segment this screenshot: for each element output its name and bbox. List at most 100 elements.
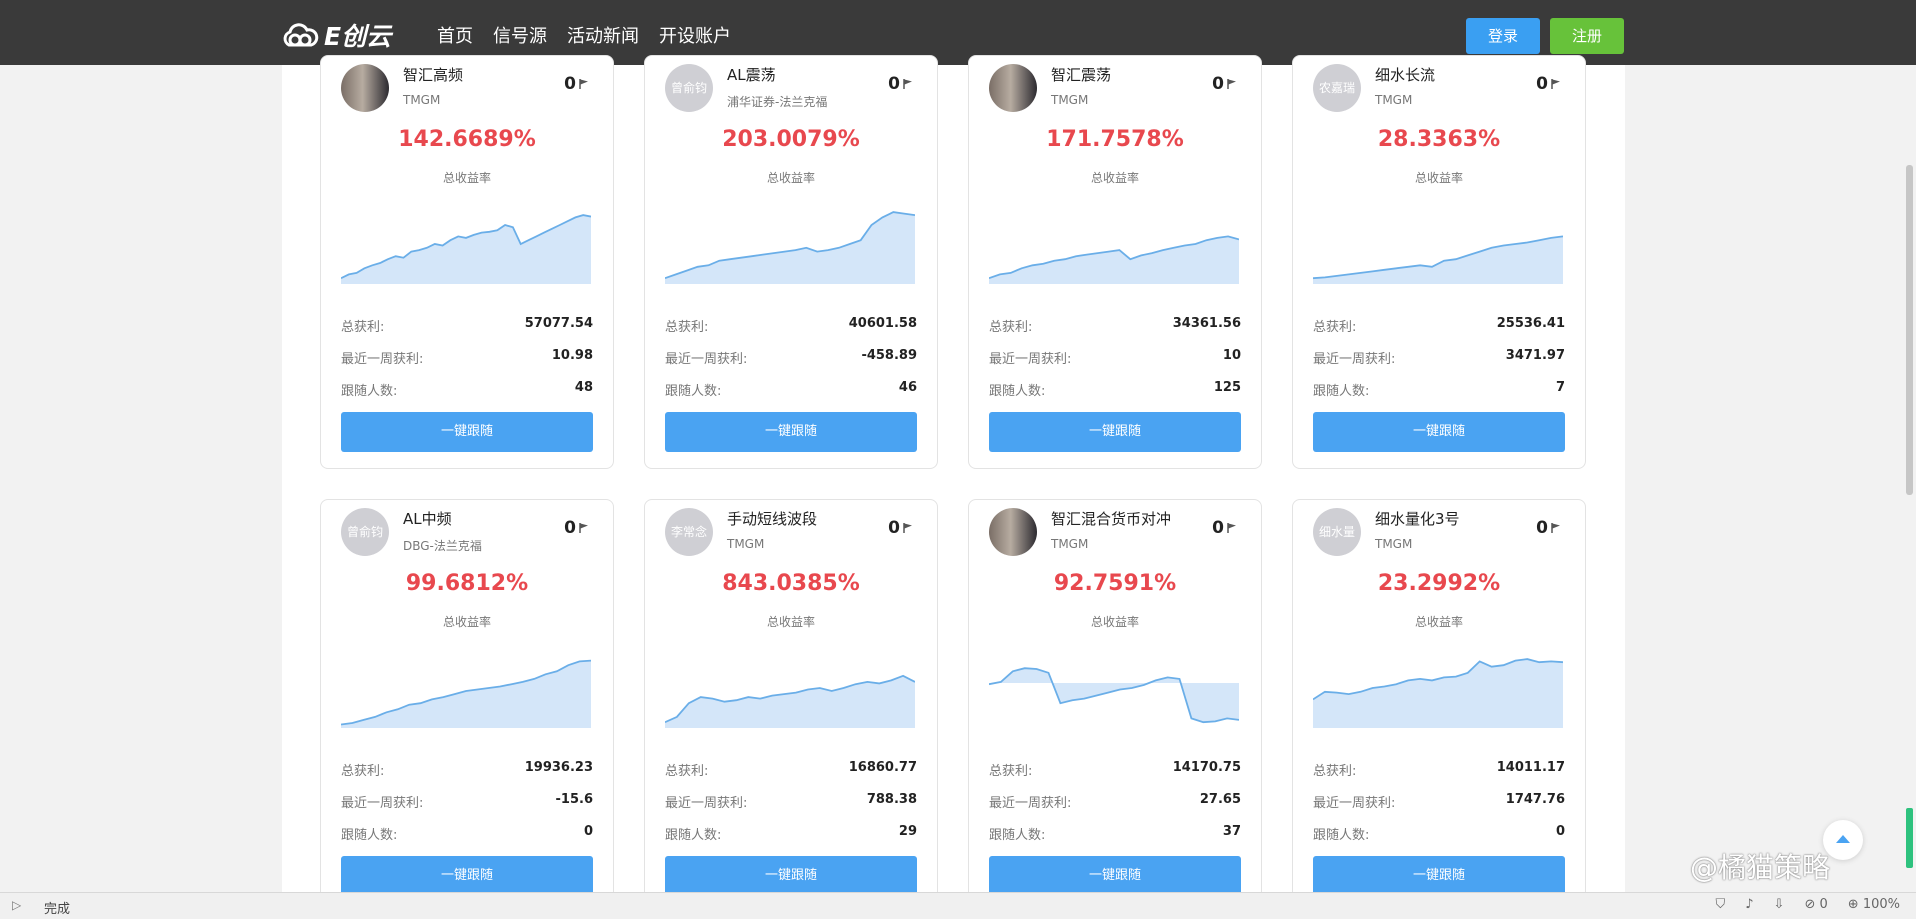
total-return-label: 总收益率: [766, 171, 815, 185]
follow-button[interactable]: 一键跟随: [665, 412, 917, 452]
signal-name[interactable]: 智汇高频: [403, 66, 464, 84]
report-count-value: 0: [564, 74, 576, 94]
equity-sparkline: [1313, 658, 1563, 728]
nav-item-open-account[interactable]: 开设账户: [659, 26, 731, 47]
follow-button[interactable]: 一键跟随: [341, 856, 593, 896]
total-return-label: 总收益率: [442, 171, 491, 185]
total-return-value: 23.2992%: [1377, 571, 1501, 596]
total-profit-row: 总获利: 14011.17: [1313, 760, 1565, 779]
adblock-counter[interactable]: ⊘ 0: [1804, 897, 1827, 912]
week-profit-row: 最近一周获利: 788.38: [665, 792, 917, 811]
play-icon[interactable]: ▷: [12, 898, 22, 912]
login-button[interactable]: 登录: [1466, 18, 1540, 54]
follow-button[interactable]: 一键跟随: [1313, 412, 1565, 452]
signal-name[interactable]: 智汇混合货币对冲: [1051, 510, 1172, 528]
nav-item-home[interactable]: 首页: [437, 26, 473, 47]
week-profit-row: 最近一周获利: 1747.76: [1313, 792, 1565, 811]
report-count-value: 0: [1212, 74, 1224, 94]
followers-label: 跟随人数:: [665, 384, 722, 399]
follow-button[interactable]: 一键跟随: [665, 856, 917, 896]
total-profit-label: 总获利:: [665, 764, 709, 779]
zoom-control[interactable]: ⊕ 100%: [1848, 897, 1900, 912]
week-profit-row: 最近一周获利: 10: [989, 348, 1241, 367]
report-count[interactable]: 0: [888, 518, 913, 538]
report-count[interactable]: 0: [888, 74, 913, 94]
flag-icon: [579, 523, 588, 533]
followers-row: 跟随人数: 7: [1313, 380, 1565, 399]
report-count[interactable]: 0: [564, 74, 589, 94]
followers-value: 125: [1213, 380, 1241, 395]
total-profit-label: 总获利:: [989, 764, 1033, 779]
watermark: @橘猫策略: [1690, 851, 1831, 884]
signal-card[interactable]: 细水量 细水量化3号 TMGM 0 23.2992% 总收益率 总获利: 140…: [1292, 499, 1586, 919]
status-icons: ⛉ ♪ ⇩ ⊘ 0 ⊕ 100%: [1715, 897, 1900, 912]
follow-button[interactable]: 一键跟随: [341, 412, 593, 452]
nav-item-news[interactable]: 活动新闻: [567, 26, 639, 47]
report-count[interactable]: 0: [1212, 518, 1237, 538]
signal-name[interactable]: 手动短线波段: [727, 510, 818, 528]
report-count-value: 0: [888, 74, 900, 94]
signal-name[interactable]: AL震荡: [727, 66, 776, 84]
total-return-value: 171.7578%: [1046, 127, 1184, 152]
followers-value: 0: [583, 824, 593, 839]
follow-button[interactable]: 一键跟随: [989, 856, 1241, 896]
total-profit-value: 14170.75: [1172, 760, 1241, 775]
flag-icon: [903, 79, 912, 89]
adblock-count: 0: [1819, 897, 1828, 912]
follow-button[interactable]: 一键跟随: [1313, 856, 1565, 896]
total-profit-value: 16860.77: [848, 760, 917, 775]
signal-card[interactable]: 智汇混合货币对冲 TMGM 0 92.7591% 总收益率 总获利: 14170…: [968, 499, 1262, 919]
register-button[interactable]: 注册: [1550, 18, 1624, 54]
flag-icon: [903, 523, 912, 533]
total-return-label: 总收益率: [766, 615, 815, 629]
week-profit-row: 最近一周获利: 27.65: [989, 792, 1241, 811]
signal-name[interactable]: 细水量化3号: [1375, 510, 1460, 528]
avatar[interactable]: 曾俞钧: [341, 508, 389, 556]
nav-item-signals[interactable]: 信号源: [493, 26, 547, 47]
total-profit-row: 总获利: 34361.56: [989, 316, 1241, 335]
avatar[interactable]: [989, 508, 1037, 556]
back-to-top-button[interactable]: [1823, 820, 1863, 860]
signal-card[interactable]: 智汇震荡 TMGM 0 171.7578% 总收益率 总获利: 34361.56…: [968, 55, 1262, 469]
avatar[interactable]: 细水量: [1313, 508, 1361, 556]
signal-card[interactable]: 智汇高频 TMGM 0 142.6689% 总收益率 总获利: 57077.54…: [320, 55, 614, 469]
signal-card[interactable]: 农嘉瑞 细水长流 TMGM 0 28.3363% 总收益率 总获利: 25536…: [1292, 55, 1586, 469]
avatar[interactable]: 曾俞钧: [665, 64, 713, 112]
followers-row: 跟随人数: 46: [665, 380, 917, 399]
total-return-value: 99.6812%: [405, 571, 529, 596]
main-nav: 首页 信号源 活动新闻 开设账户: [437, 22, 731, 48]
arrow-up-icon: [1836, 835, 1850, 843]
week-profit-value: 788.38: [866, 792, 917, 807]
week-profit-value: 10.98: [551, 348, 593, 363]
site-logo[interactable]: E创云: [280, 18, 391, 52]
zoom-icon: ⊕: [1847, 897, 1859, 912]
cloud-logo-icon: [283, 23, 319, 47]
status-text: 完成: [44, 902, 71, 917]
report-count[interactable]: 0: [1212, 74, 1237, 94]
download-icon[interactable]: ⇩: [1773, 897, 1785, 912]
report-count[interactable]: 0: [564, 518, 589, 538]
report-count[interactable]: 0: [1536, 518, 1561, 538]
report-count[interactable]: 0: [1536, 74, 1561, 94]
signal-card[interactable]: 李常念 手动短线波段 TMGM 0 843.0385% 总收益率 总获利: 16…: [644, 499, 938, 919]
avatar[interactable]: 农嘉瑞: [1313, 64, 1361, 112]
total-profit-row: 总获利: 57077.54: [341, 316, 593, 335]
total-return-value: 203.0079%: [722, 127, 860, 152]
avatar[interactable]: [989, 64, 1037, 112]
signal-name[interactable]: 细水长流: [1375, 66, 1436, 84]
signal-card[interactable]: 曾俞钧 AL震荡 浦华证券-法兰克福 0 203.0079% 总收益率 总获利:…: [644, 55, 938, 469]
avatar[interactable]: 李常念: [665, 508, 713, 556]
signal-name[interactable]: 智汇震荡: [1051, 66, 1112, 84]
signal-card[interactable]: 曾俞钧 AL中频 DBG-法兰克福 0 99.6812% 总收益率 总获利: 1…: [320, 499, 614, 919]
speaker-icon[interactable]: ♪: [1745, 897, 1754, 912]
avatar[interactable]: [341, 64, 389, 112]
browser-status-bar: ▷ 完成 ⛉ ♪ ⇩ ⊘ 0 ⊕ 100%: [0, 892, 1916, 919]
total-profit-value: 19936.23: [524, 760, 593, 775]
scrollbar-thumb[interactable]: [1906, 165, 1913, 495]
total-profit-value: 25536.41: [1496, 316, 1565, 331]
follow-button[interactable]: 一键跟随: [989, 412, 1241, 452]
shield-icon[interactable]: ⛉: [1715, 897, 1726, 912]
top-navbar: E创云 首页 信号源 活动新闻 开设账户 登录 注册: [0, 0, 1916, 65]
flag-icon: [1227, 523, 1236, 533]
signal-name[interactable]: AL中频: [403, 510, 452, 528]
